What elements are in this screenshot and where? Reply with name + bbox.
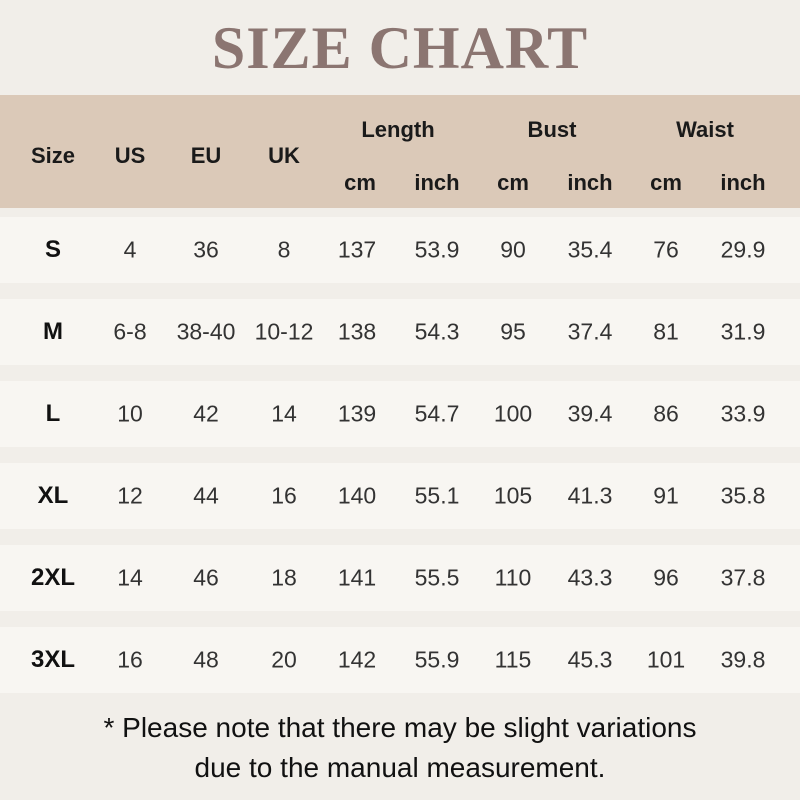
header-waist-inch: inch (720, 170, 766, 195)
table-cell: 44 (193, 482, 219, 509)
table-cell: 6-8 (113, 318, 147, 345)
note-line: * Please note that there may be slight v… (103, 712, 697, 743)
table-row: 2XL 14 46 18 141 55.5 110 43.3 96 37.8 (0, 545, 800, 611)
header-bust: Bust (527, 117, 577, 142)
table-cell: 140 (337, 482, 377, 509)
table-cell: 137 (337, 236, 377, 263)
table-cell: 141 (337, 564, 377, 591)
header-length: Length (361, 117, 435, 142)
table-cell: 45.3 (567, 646, 613, 673)
header-length-inch: inch (414, 170, 460, 195)
measurement-note: * Please note that there may be slight v… (0, 708, 800, 788)
size-label: S (44, 236, 62, 263)
table-cell: 90 (500, 236, 526, 263)
table-cell: 142 (337, 646, 377, 673)
table-cell: 105 (493, 482, 533, 509)
table-cell: 46 (193, 564, 219, 591)
table-cell: 29.9 (720, 236, 766, 263)
table-cell: 95 (500, 318, 526, 345)
table-cell: 12 (117, 482, 143, 509)
table-cell: 20 (271, 646, 297, 673)
table-cell: 101 (646, 646, 686, 673)
table-cell: 39.8 (720, 646, 766, 673)
table-cell: 10 (117, 400, 143, 427)
table-cell: 54.7 (414, 400, 460, 427)
table-cell: 53.9 (414, 236, 460, 263)
size-label: L (45, 400, 61, 427)
header-size: Size (30, 143, 76, 168)
table-cell: 42 (193, 400, 219, 427)
table-cell: 115 (494, 646, 532, 673)
table-cell: 36 (193, 236, 219, 263)
header-waist: Waist (676, 117, 734, 142)
table-cell: 100 (493, 400, 533, 427)
table-cell: 35.4 (567, 236, 613, 263)
table-cell: 37.4 (567, 318, 613, 345)
table-cell: 48 (193, 646, 219, 673)
header-us: US (114, 143, 146, 168)
table-header: Size US EU UK Length Bust Waist cm inch … (0, 95, 800, 208)
header-uk: UK (268, 143, 300, 168)
table-cell: 55.9 (414, 646, 460, 673)
header-waist-cm: cm (650, 170, 682, 195)
table-cell: 55.1 (414, 482, 460, 509)
table-cell: 39.4 (567, 400, 613, 427)
table-cell: 86 (653, 400, 679, 427)
table-cell: 4 (123, 236, 137, 263)
table-row: XL 12 44 16 140 55.1 105 41.3 91 35.8 (0, 463, 800, 529)
header-length-cm: cm (344, 170, 376, 195)
size-label: 2XL (30, 564, 76, 591)
table-cell: 96 (653, 564, 679, 591)
table-cell: 14 (117, 564, 143, 591)
table-cell: 18 (271, 564, 297, 591)
note-line: due to the manual measurement. (194, 752, 606, 783)
header-bust-inch: inch (567, 170, 613, 195)
size-label: XL (37, 482, 69, 509)
table-cell: 139 (337, 400, 377, 427)
size-label: 3XL (30, 646, 76, 673)
table-cell: 33.9 (720, 400, 766, 427)
header-bust-cm: cm (497, 170, 529, 195)
table-cell: 14 (271, 400, 297, 427)
table-cell: 35.8 (720, 482, 766, 509)
table-cell: 16 (271, 482, 297, 509)
table-cell: 16 (117, 646, 143, 673)
table-cell: 43.3 (567, 564, 613, 591)
table-row: 3XL 16 48 20 142 55.9 115 45.3 101 39.8 (0, 627, 800, 693)
table-row: S 4 36 8 137 53.9 90 35.4 76 29.9 (0, 217, 800, 283)
table-cell: 31.9 (720, 318, 766, 345)
table-cell: 81 (653, 318, 679, 345)
page-title: SIZE CHART (211, 15, 589, 81)
header-eu: EU (190, 143, 222, 168)
size-label: M (43, 318, 63, 345)
table-cell: 10-12 (254, 318, 314, 345)
table-cell: 138 (337, 318, 377, 345)
table-row: L 10 42 14 139 54.7 100 39.4 86 33.9 (0, 381, 800, 447)
table-cell: 37.8 (720, 564, 766, 591)
table-cell: 91 (653, 482, 679, 509)
table-row: M 6-8 38-40 10-12 138 54.3 95 37.4 81 31.9 (0, 299, 800, 365)
table-cell: 110 (494, 564, 532, 591)
table-cell: 76 (653, 236, 679, 263)
table-cell: 54.3 (414, 318, 460, 345)
table-cell: 8 (277, 236, 291, 263)
table-cell: 41.3 (567, 482, 613, 509)
table-cell: 38-40 (176, 318, 236, 345)
table-cell: 55.5 (414, 564, 460, 591)
